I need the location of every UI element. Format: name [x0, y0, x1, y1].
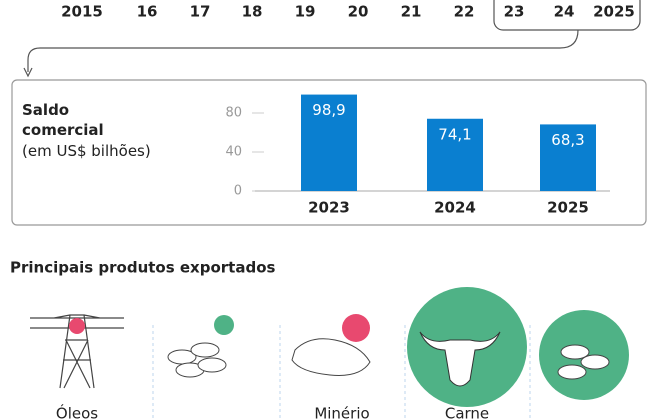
year-label: 22: [454, 3, 475, 21]
section-title: Principais produtos exportados: [10, 259, 276, 277]
arrow: [27, 29, 579, 72]
year-label: 16: [137, 3, 158, 21]
dividers: [152, 325, 531, 420]
year-bracket: [493, 0, 641, 31]
x-tick-label: 2023: [308, 199, 350, 217]
value-label: 98,9: [312, 101, 345, 119]
arrow-head: [23, 67, 33, 78]
chart-box: [11, 79, 647, 226]
bar: [427, 118, 483, 191]
y-tick-label: 0: [234, 184, 242, 199]
chart-label: Saldo comercial (em US$ bilhões): [22, 100, 172, 162]
value-label: 74,1: [438, 125, 471, 143]
chart-subtitle: (em US$ bilhões): [22, 142, 151, 160]
product-label: Óleos: [56, 404, 98, 420]
year-label: 21: [401, 3, 422, 21]
year-label: 23: [504, 3, 525, 21]
year-label: 2025: [593, 3, 635, 21]
year-label: 18: [242, 3, 263, 21]
y-tick-label: 80: [225, 106, 242, 121]
x-tick-label: 2025: [547, 199, 589, 217]
x-tick-label: 2024: [434, 199, 476, 217]
value-label: 68,3: [551, 131, 584, 149]
product-icons: [30, 287, 629, 407]
bar: [301, 94, 357, 191]
year-label: 20: [348, 3, 369, 21]
year-label: 17: [190, 3, 211, 21]
product-label: Carne: [445, 405, 489, 420]
bar: [540, 124, 596, 191]
year-label: 2015: [61, 3, 103, 21]
year-label: 19: [295, 3, 316, 21]
product-label: Minério: [314, 405, 369, 420]
y-tick-label: 40: [225, 145, 242, 160]
year-label: 24: [554, 3, 575, 21]
chart-title: Saldo comercial: [22, 101, 104, 139]
